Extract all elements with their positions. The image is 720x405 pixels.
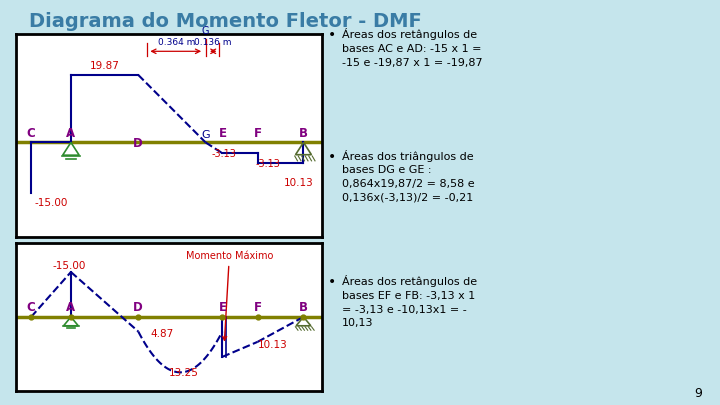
Text: A: A [66, 127, 76, 140]
Text: 10.13: 10.13 [284, 178, 314, 188]
Text: E: E [218, 127, 226, 140]
Text: D: D [133, 301, 143, 314]
Text: B: B [299, 127, 308, 140]
Text: -3.13: -3.13 [256, 159, 281, 169]
Text: A: A [66, 301, 76, 314]
Text: •: • [328, 150, 336, 164]
Text: 0.364 m: 0.364 m [158, 38, 195, 47]
Text: -15.00: -15.00 [35, 198, 68, 208]
Text: E: E [218, 301, 226, 314]
Text: 10.13: 10.13 [258, 341, 288, 350]
Text: C: C [27, 127, 35, 140]
Text: Áreas dos retângulos de
bases EF e FB: -3,13 x 1
= -3,13 e -10,13x1 = -
10,13: Áreas dos retângulos de bases EF e FB: -… [342, 275, 477, 328]
Text: 4.87: 4.87 [150, 329, 174, 339]
Text: •: • [328, 275, 336, 290]
Text: F: F [253, 301, 261, 314]
Text: -3.13: -3.13 [212, 149, 236, 159]
Text: Áreas dos retângulos de
bases AC e AD: -15 x 1 =
-15 e -19,87 x 1 = -19,87: Áreas dos retângulos de bases AC e AD: -… [342, 28, 482, 68]
Text: G: G [202, 26, 210, 36]
Text: Áreas dos triângulos de
bases DG e GE :
0,864x19,87/2 = 8,58 e
0,136x(-3,13)/2 =: Áreas dos triângulos de bases DG e GE : … [342, 150, 474, 202]
Text: Momento Máximo: Momento Máximo [186, 251, 273, 340]
Text: B: B [299, 301, 308, 314]
Text: C: C [27, 301, 35, 314]
Text: -15.00: -15.00 [53, 261, 86, 271]
Text: •: • [328, 28, 336, 43]
Text: D: D [133, 137, 143, 150]
Text: G: G [202, 130, 210, 140]
Text: 0.136 m: 0.136 m [194, 38, 231, 47]
Text: 13.25: 13.25 [168, 368, 198, 378]
Text: F: F [253, 127, 261, 140]
Text: 19.87: 19.87 [90, 61, 120, 71]
Text: 9: 9 [694, 387, 702, 400]
Text: Diagrama do Momento Fletor - DMF: Diagrama do Momento Fletor - DMF [29, 12, 421, 31]
